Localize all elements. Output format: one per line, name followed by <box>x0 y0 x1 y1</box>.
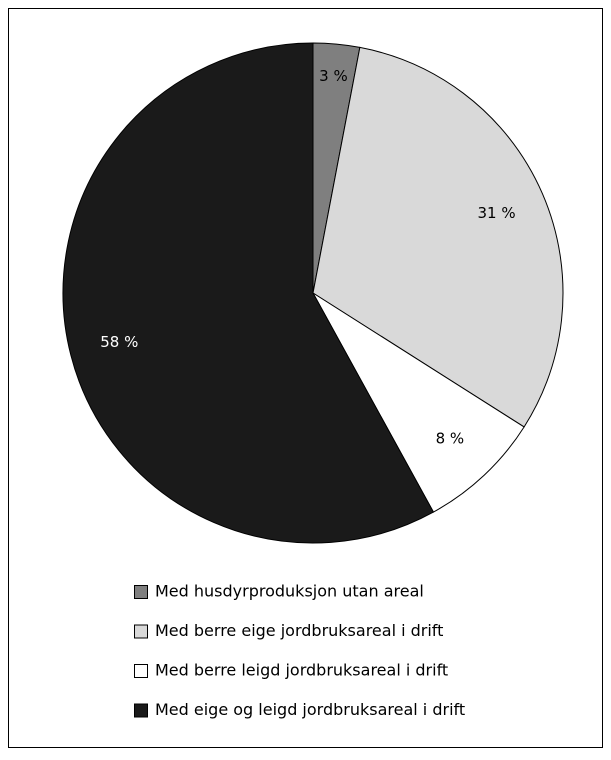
legend-label: Med eige og leigd jordbruksareal i drift <box>155 700 465 719</box>
value-label: 3 % <box>319 67 348 85</box>
legend-swatch <box>134 624 148 639</box>
legend-label: Med berre leigd jordbruksareal i drift <box>155 661 448 680</box>
value-label: 58 % <box>100 333 138 351</box>
value-label: 31 % <box>477 204 515 222</box>
legend-swatch <box>134 664 148 678</box>
legend-label: Med berre eige jordbruksareal i drift <box>155 621 443 640</box>
value-label: 8 % <box>436 429 465 447</box>
legend-label: Med husdyrproduksjon utan areal <box>155 582 424 601</box>
pie-slice <box>62 42 435 544</box>
legend-swatch <box>134 585 148 599</box>
pie-slice <box>312 292 525 513</box>
legend-swatch <box>134 703 148 718</box>
